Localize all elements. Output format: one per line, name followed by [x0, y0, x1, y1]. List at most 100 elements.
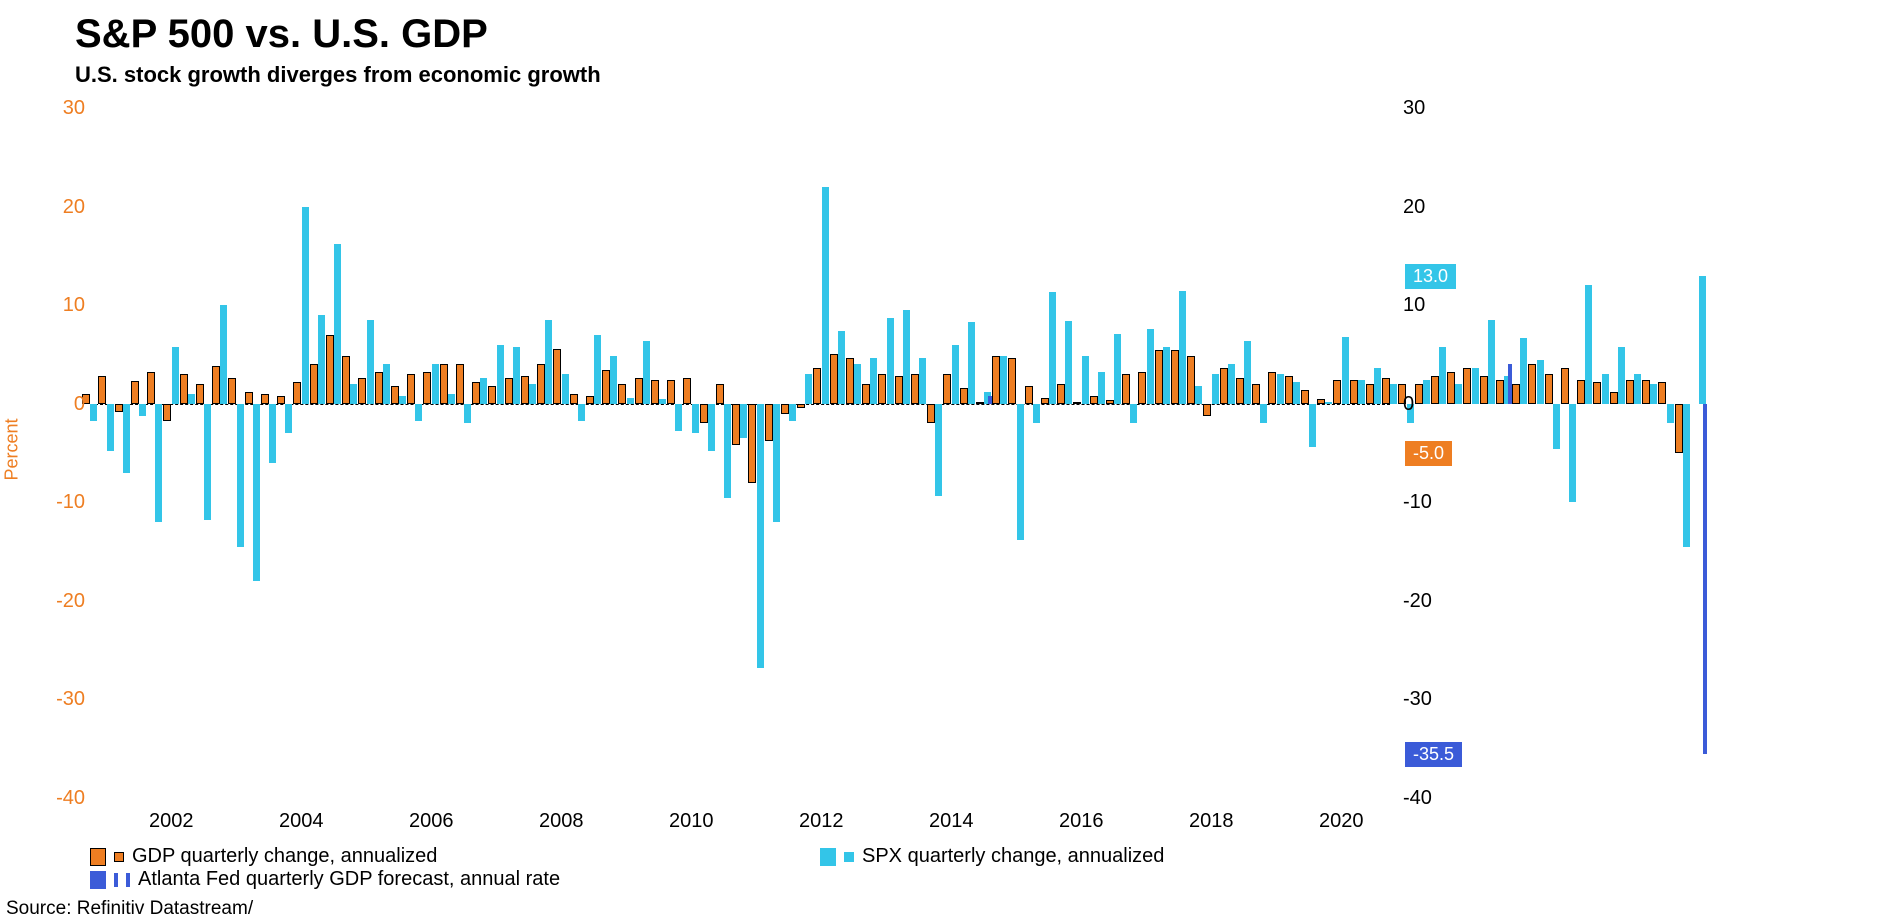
legend-swatch-spx-small-icon [844, 852, 854, 862]
x-tick: 2006 [409, 810, 454, 833]
spx-bar [415, 404, 422, 422]
gdp-bar [1512, 384, 1520, 404]
x-tick: 2020 [1319, 810, 1364, 833]
gdp-bar [1187, 356, 1195, 403]
gdp-bar [911, 374, 919, 404]
spx-bar [1195, 386, 1202, 404]
gdp-bar [1577, 380, 1585, 404]
spx-bar [1033, 404, 1040, 424]
spx-bar [1163, 347, 1170, 404]
spx-bar [139, 404, 146, 416]
spx-bar [627, 398, 634, 404]
gdp-bar [602, 370, 610, 404]
gdp-bar [310, 364, 318, 403]
spx-bar [90, 404, 97, 422]
spx-bar [204, 404, 211, 520]
spx-bar [188, 394, 195, 404]
callout-spx: 13.0 [1405, 264, 1456, 289]
spx-bar [1244, 341, 1251, 404]
spx-bar [302, 207, 309, 404]
spx-bar [1683, 404, 1690, 547]
spx-bar [220, 305, 227, 404]
callout-fed: -35.5 [1405, 742, 1462, 767]
legend-swatch-fed-small-icon [114, 873, 118, 887]
gdp-bar [261, 394, 269, 404]
spx-bar [155, 404, 162, 522]
spx-bar [1260, 404, 1267, 424]
gdp-bar [765, 404, 773, 441]
gdp-bar [1203, 404, 1211, 416]
plot-area [90, 108, 1390, 798]
gdp-bar [1545, 374, 1553, 404]
y-tick-left: -30 [40, 688, 85, 711]
gdp-bar [927, 404, 935, 424]
spx-bar [659, 399, 666, 404]
gdp-bar [212, 366, 220, 403]
y-tick-left: 10 [40, 294, 85, 317]
spx-bar [1618, 347, 1625, 404]
spx-bar [708, 404, 715, 451]
spx-bar [1130, 404, 1137, 424]
spx-bar [1228, 364, 1235, 403]
gdp-bar [895, 376, 903, 404]
spx-bar [1667, 404, 1674, 424]
fed-bar [988, 396, 992, 404]
gdp-bar [277, 396, 285, 404]
spx-bar [838, 331, 845, 404]
spx-bar [383, 364, 390, 403]
gdp-bar [1106, 400, 1114, 404]
y-tick-left: 20 [40, 196, 85, 219]
gdp-bar [1642, 380, 1650, 404]
gdp-bar [326, 335, 334, 404]
spx-bar [675, 404, 682, 432]
spx-bar [107, 404, 114, 451]
spx-bar [1049, 292, 1056, 403]
spx-bar [773, 404, 780, 522]
gdp-bar [976, 402, 984, 404]
gdp-bar [667, 380, 675, 404]
gdp-bar [1593, 382, 1601, 404]
spx-bar [1374, 368, 1381, 403]
spx-bar [432, 364, 439, 403]
spx-bar [123, 404, 130, 473]
x-tick: 2014 [929, 810, 974, 833]
gdp-bar [618, 384, 626, 404]
spx-bar [1082, 356, 1089, 403]
y-tick-right: -40 [1403, 787, 1448, 810]
gdp-bar [375, 372, 383, 404]
gdp-bar [651, 380, 659, 404]
spx-bar [1520, 338, 1527, 404]
spx-bar [529, 384, 536, 404]
gdp-bar [1008, 358, 1016, 403]
gdp-bar [1528, 364, 1536, 403]
legend-swatch-fed-icon [90, 871, 106, 889]
gdp-bar [586, 396, 594, 404]
gdp-bar [1220, 368, 1228, 403]
spx-bar [968, 322, 975, 404]
spx-bar [935, 404, 942, 497]
legend-spx-label: SPX quarterly change, annualized [862, 845, 1164, 868]
x-tick: 2004 [279, 810, 324, 833]
legend-fed: Atlanta Fed quarterly GDP forecast, annu… [90, 868, 560, 891]
spx-bar [545, 320, 552, 404]
spx-bar [643, 341, 650, 404]
spx-bar [919, 358, 926, 403]
gdp-bar [1122, 374, 1130, 404]
chart-subtitle: U.S. stock growth diverges from economic… [75, 62, 601, 88]
spx-bar [1000, 356, 1007, 403]
spx-bar [1065, 321, 1072, 404]
spx-bar [1585, 285, 1592, 403]
spx-bar [497, 345, 504, 404]
y-tick-right: 0 [1403, 393, 1448, 416]
gdp-bar [992, 356, 1000, 403]
spx-bar [1325, 402, 1332, 404]
spx-bar [952, 345, 959, 404]
gdp-bar [342, 356, 350, 403]
spx-bar [1277, 374, 1284, 404]
y-tick-right: 20 [1403, 196, 1448, 219]
gdp-bar [293, 382, 301, 404]
spx-bar [253, 404, 260, 581]
spx-bar [692, 404, 699, 434]
legend: GDP quarterly change, annualized Atlanta… [90, 845, 560, 891]
spx-bar [1472, 368, 1479, 403]
